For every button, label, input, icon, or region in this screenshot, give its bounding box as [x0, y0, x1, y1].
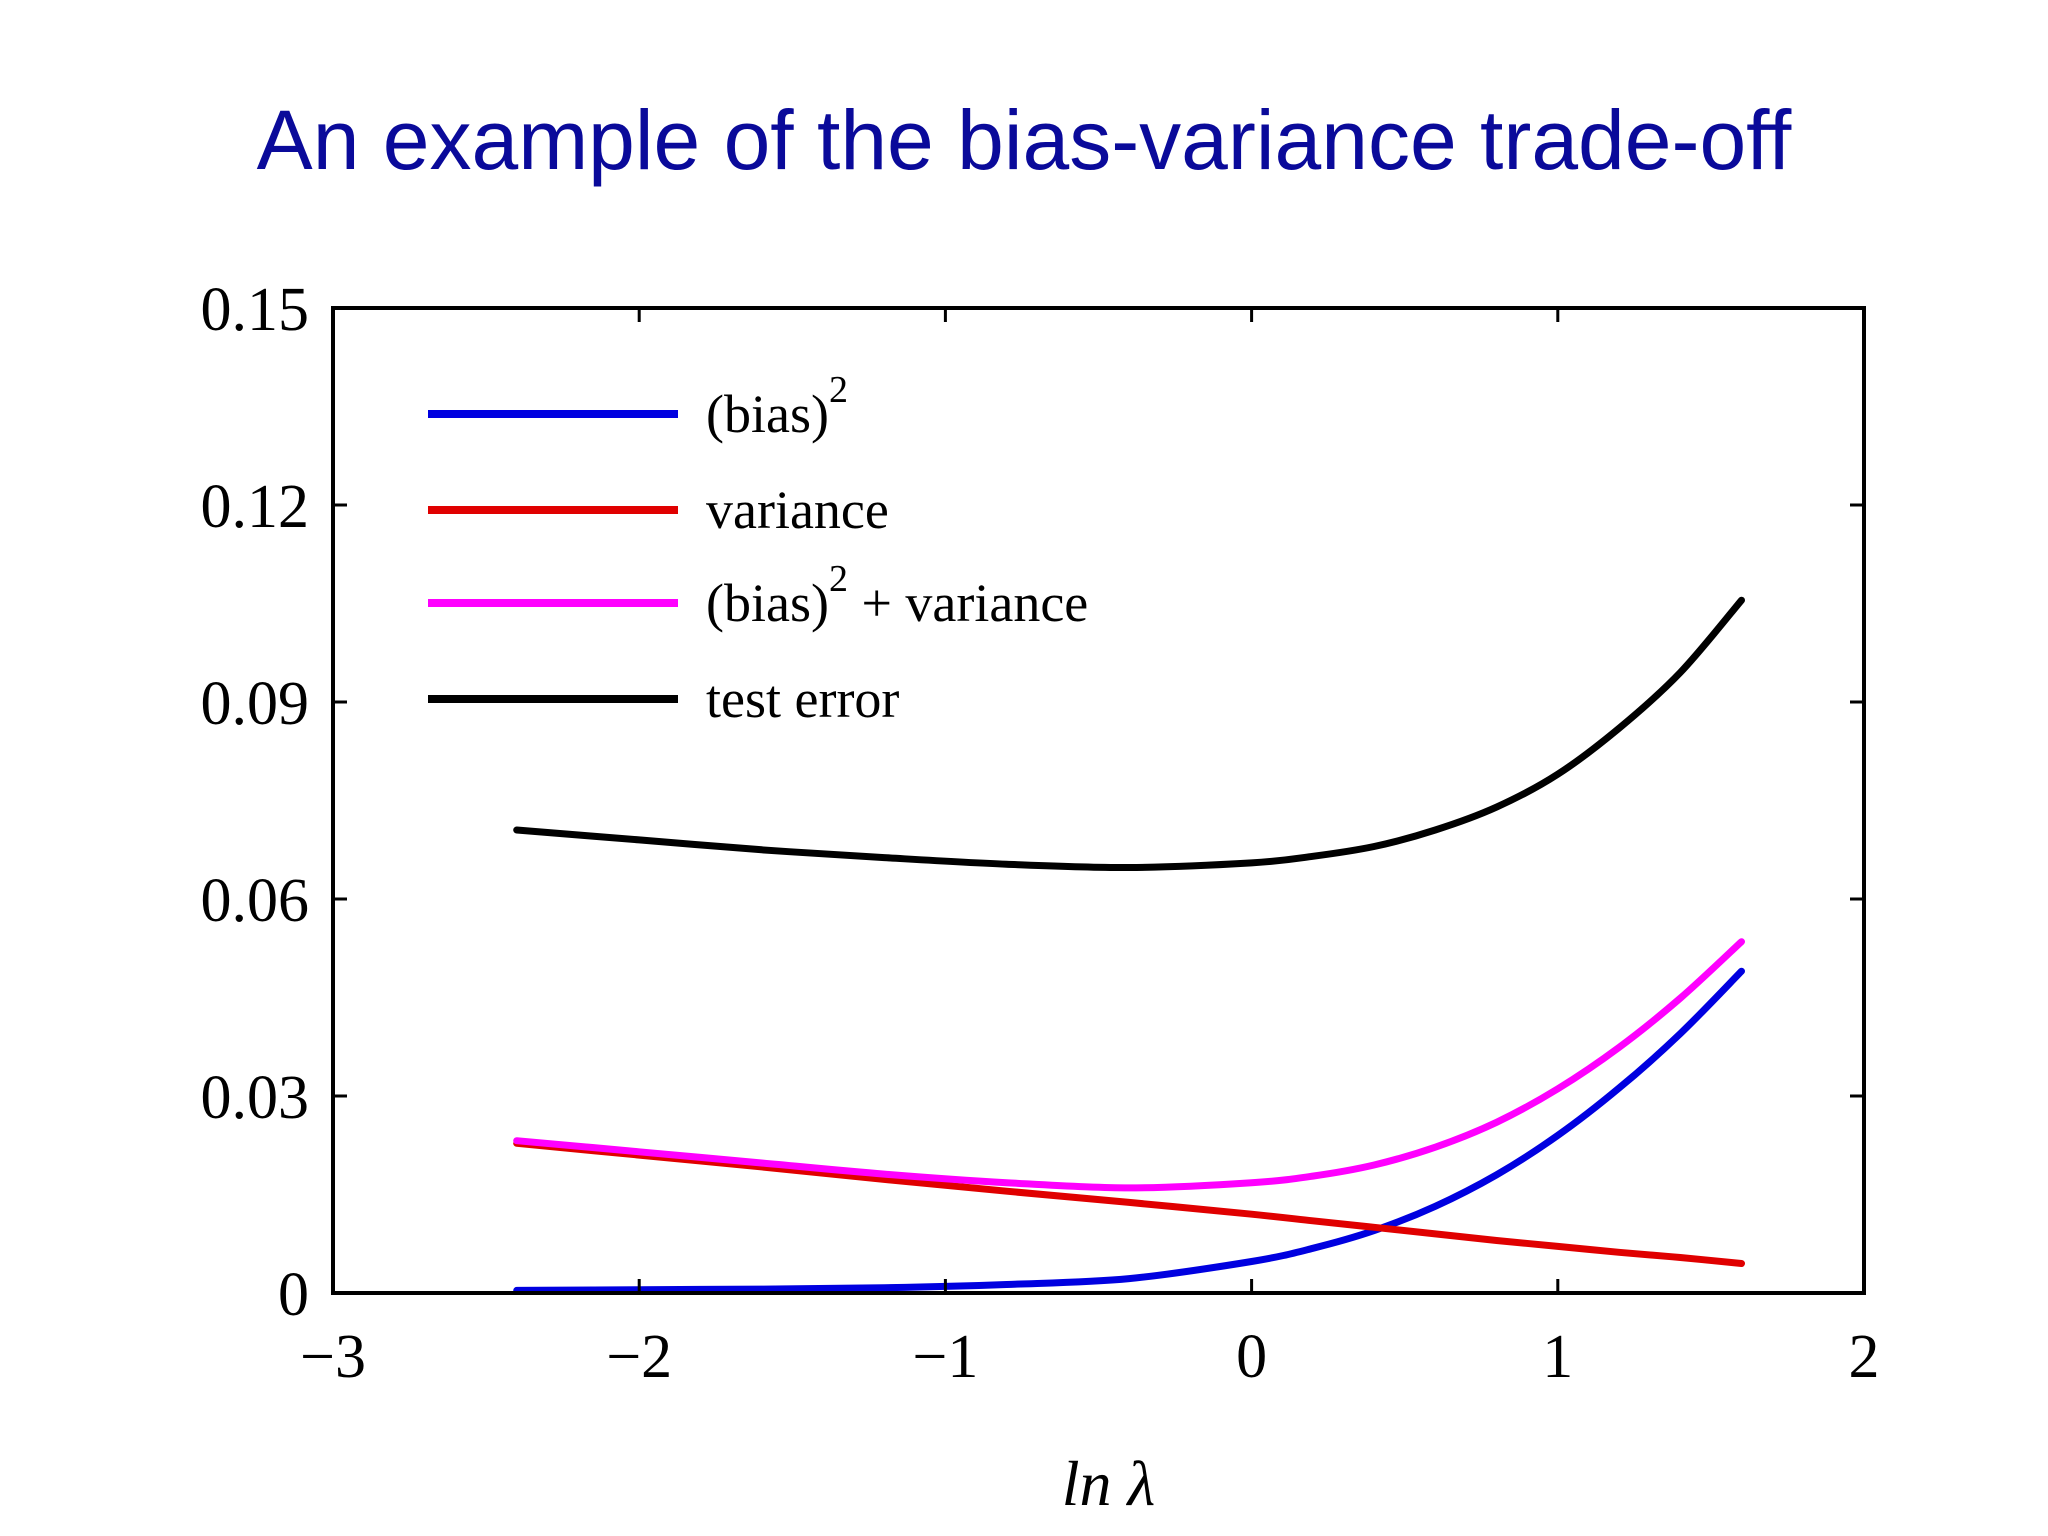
x-axis-label: ln λ	[1062, 1448, 1156, 1519]
legend-entry-bias-squared-plus-variance: (bias)2 + variance	[428, 558, 1088, 633]
legend-label: variance	[706, 480, 889, 540]
axis-ticks: −3 −2 −1 0 1 2 0 0.03 0.06 0.09 0.12 0.15	[201, 276, 1880, 1391]
y-tick-label: 0.06	[201, 867, 310, 935]
legend-entry-variance: variance	[428, 480, 889, 540]
bias-squared-plus-variance-curve	[513, 938, 1745, 1192]
legend-label: test error	[706, 669, 899, 729]
y-tick-label: 0.12	[201, 473, 310, 541]
plot-frame	[331, 306, 1866, 1295]
x-tick-label: −2	[606, 1323, 672, 1391]
legend-label: (bias)2	[706, 369, 848, 444]
legend-entry-bias-squared: (bias)2	[428, 369, 848, 444]
y-tick-label: 0.03	[201, 1064, 310, 1132]
x-tick-label: −3	[300, 1323, 366, 1391]
test-error-curve	[513, 596, 1745, 872]
legend-label: (bias)2 + variance	[706, 558, 1088, 633]
y-tick-label: 0.09	[201, 670, 310, 738]
x-tick-label: 0	[1236, 1323, 1267, 1391]
x-tick-label: 1	[1542, 1323, 1573, 1391]
bias-squared-curve	[513, 967, 1745, 1294]
variance-curve	[513, 1139, 1745, 1267]
slide-title: An example of the bias-variance trade-of…	[256, 93, 1792, 187]
plot-curves	[513, 596, 1745, 1294]
legend-entry-test-error: test error	[428, 669, 899, 729]
y-tick-label: 0.15	[201, 276, 310, 344]
y-tick-label: 0	[278, 1261, 309, 1329]
x-tick-label: −1	[912, 1323, 978, 1391]
legend: (bias)2 variance (bias)2 + variance test er…	[428, 369, 1088, 729]
x-tick-label: 2	[1849, 1323, 1880, 1391]
